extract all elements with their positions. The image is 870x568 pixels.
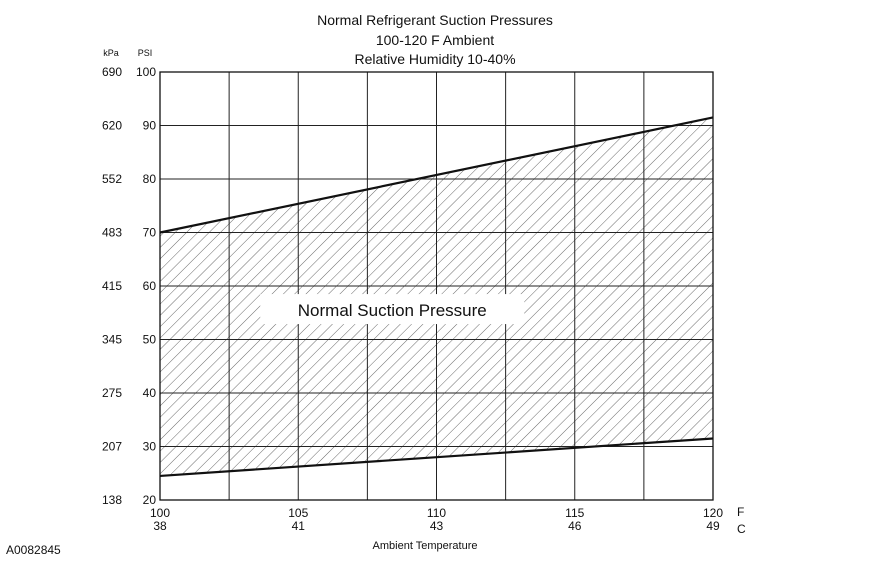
y-tick-label-psi: 20 [143,493,157,507]
x-tick-label-f: 115 [565,506,584,520]
y-tick-label-kpa: 552 [102,172,122,186]
chart-title-line-1: Normal Refrigerant Suction Pressures [317,12,553,28]
y-tick-label-kpa: 415 [102,279,122,293]
x-axis-label: Ambient Temperature [373,540,478,552]
plot-frame [159,71,714,501]
x-tick-label-c: 38 [153,519,167,533]
y-tick-label-psi: 50 [143,333,157,347]
x-unit-f: F [737,505,744,519]
x-tick-label-f: 120 [703,506,723,520]
y-tick-label-psi: 80 [143,172,157,186]
y-tick-label-kpa: 138 [102,493,122,507]
x-tick-label-f: 110 [427,506,446,520]
y-tick-label-psi: 40 [143,386,157,400]
y-tick-label-kpa: 690 [102,65,122,79]
y-tick-label-psi: 90 [143,119,157,133]
y-tick-label-psi: 60 [143,279,157,293]
y-unit-kpa: kPa [103,48,119,58]
x-tick-label-c: 43 [430,519,444,533]
y-tick-label-psi: 70 [143,226,157,240]
region-label: Normal Suction Pressure [298,301,487,320]
lower-limit-line [159,437,714,478]
x-tick-label-c: 49 [706,519,720,533]
x-tick-label-f: 100 [150,506,170,520]
x-tick-label-f: 105 [288,506,308,520]
y-tick-label-kpa: 345 [102,333,122,347]
chart-title-line-2: 100-120 F Ambient [375,32,495,48]
y-tick-label-kpa: 620 [102,119,122,133]
y-tick-label-psi: 30 [143,440,157,454]
x-tick-label-c: 46 [568,519,582,533]
y-tick-label-kpa: 207 [102,440,122,454]
y-tick-label-psi: 100 [136,65,156,79]
y-tick-label-kpa: 483 [102,226,122,240]
x-tick-label-c: 41 [292,519,306,533]
y-unit-psi: PSI [138,48,153,58]
region-label-background [260,294,525,325]
chart-title-line-3: Relative Humidity 10-40% [354,51,516,67]
figure-id: A0082845 [6,543,61,557]
upper-limit-line [159,116,714,234]
y-tick-label-kpa: 275 [102,386,122,400]
x-unit-c: C [737,522,746,536]
